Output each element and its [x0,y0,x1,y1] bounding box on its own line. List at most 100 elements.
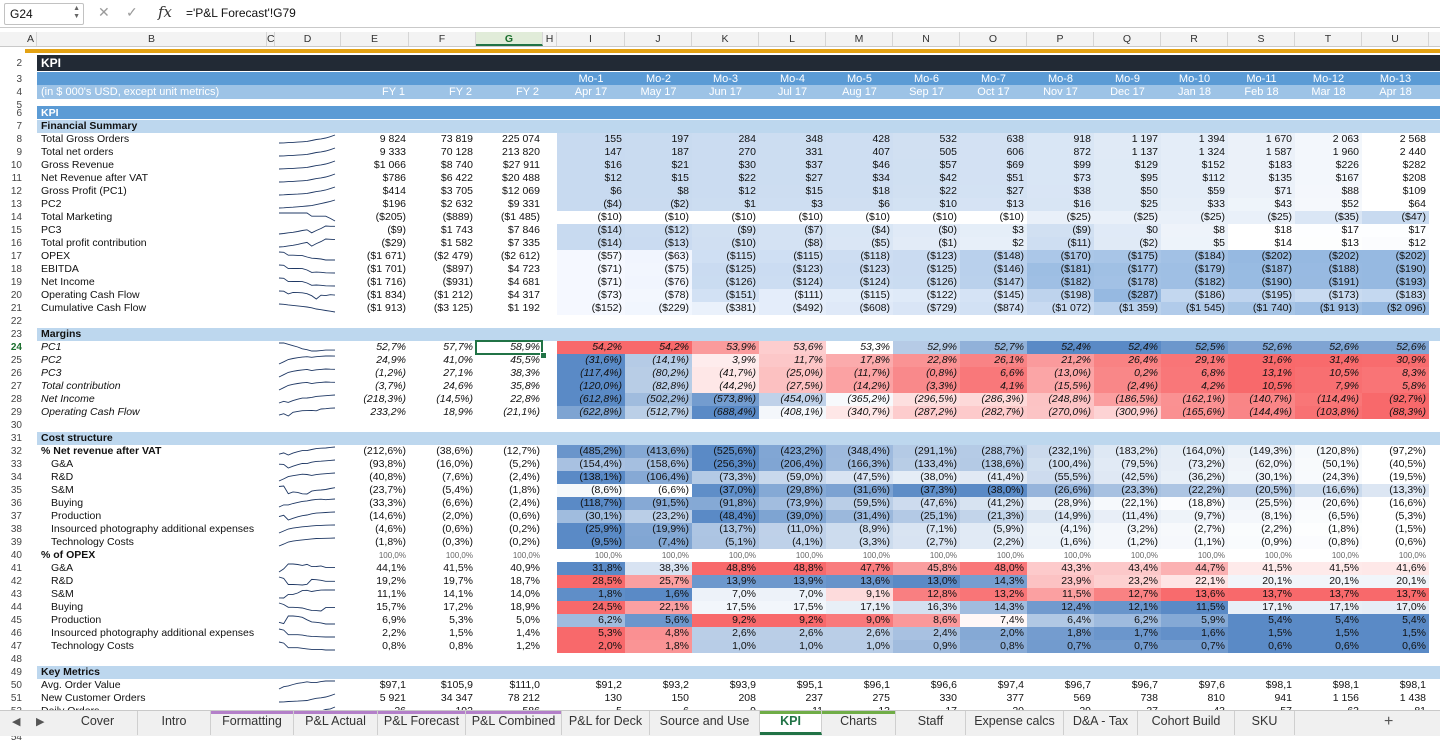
row-number-5[interactable]: 5 [16,100,22,111]
cell-f45[interactable]: 5,3% [449,614,473,626]
cell-j24[interactable]: 54,2% [625,341,692,354]
cell-u12[interactable]: $109 [1362,185,1429,198]
cell-f15[interactable]: $1 743 [440,224,473,236]
cell-t39[interactable]: (0,8%) [1295,536,1362,549]
cell-q15[interactable]: $0 [1094,224,1161,237]
cell-p41[interactable]: 43,3% [1027,562,1094,575]
cell-o28[interactable]: (286,3%) [960,393,1027,406]
cell-p8[interactable]: 918 [1027,133,1094,146]
cell-r50[interactable]: $97,6 [1198,679,1225,691]
cell-u14[interactable]: ($47) [1362,211,1429,224]
cell-r44[interactable]: 11,5% [1161,601,1228,614]
cell-f39[interactable]: (0,3%) [442,536,473,548]
cell-j15[interactable]: ($12) [625,224,692,237]
cell-q8[interactable]: 1 197 [1094,133,1161,146]
cell-l12[interactable]: $15 [759,185,826,198]
cell-i27[interactable]: (120,0%) [557,380,625,393]
cell-k43[interactable]: 7,0% [692,588,759,601]
cell-i38[interactable]: (25,9%) [557,523,625,536]
cell-i50[interactable]: $91,2 [595,679,622,691]
cell-l32[interactable]: (423,2%) [759,445,826,458]
cell-q26[interactable]: 0,2% [1094,367,1161,380]
cell-i20[interactable]: ($73) [557,289,625,302]
cell-i9[interactable]: 147 [557,146,625,159]
cell-n21[interactable]: ($729) [893,302,960,315]
cell-n16[interactable]: ($1) [893,237,960,250]
cancel-icon[interactable]: ✕ [98,4,110,20]
cell-r9[interactable]: 1 324 [1161,146,1228,159]
cell-i12[interactable]: $6 [557,185,625,198]
cell-i19[interactable]: ($71) [557,276,625,289]
cell-g12[interactable]: $12 069 [502,185,540,197]
row-number-45[interactable]: 45 [10,615,22,626]
cell-p21[interactable]: ($1 072) [1027,302,1094,315]
row-number-42[interactable]: 42 [10,576,22,587]
cell-g8[interactable]: 225 074 [502,133,540,145]
cell-r16[interactable]: $5 [1161,237,1228,250]
cell-q11[interactable]: $95 [1094,172,1161,185]
cell-g28[interactable]: 22,8% [510,393,540,405]
row-number-24[interactable]: 24 [10,342,22,353]
cell-j33[interactable]: (158,6%) [625,458,692,471]
sheet-tab-2[interactable]: Formatting [211,711,294,735]
cell-s35[interactable]: (20,5%) [1228,484,1295,497]
cell-t8[interactable]: 2 063 [1295,133,1362,146]
cell-j9[interactable]: 187 [625,146,692,159]
cell-n14[interactable]: ($10) [893,211,960,224]
cell-i33[interactable]: (154,4%) [557,458,625,471]
cell-p40[interactable]: 100,0% [1063,551,1091,560]
cell-p28[interactable]: (248,8%) [1027,393,1094,406]
cell-k37[interactable]: (48,4%) [692,510,759,523]
cell-l26[interactable]: (25,0%) [759,367,826,380]
cell-s51[interactable]: 941 [1274,692,1292,704]
cell-m24[interactable]: 53,3% [826,341,893,354]
cell-k39[interactable]: (5,1%) [692,536,759,549]
cell-o27[interactable]: 4,1% [960,380,1027,393]
cell-f36[interactable]: (6,6%) [442,497,473,509]
row-number-23[interactable]: 23 [10,329,22,340]
cell-e19[interactable]: ($1 716) [366,276,406,288]
cell-o10[interactable]: $69 [960,159,1027,172]
column-header-g[interactable]: G [476,32,543,46]
cell-m13[interactable]: $6 [826,198,893,211]
cell-j16[interactable]: ($13) [625,237,692,250]
cell-o18[interactable]: ($146) [960,263,1027,276]
cell-r37[interactable]: (9,7%) [1161,510,1228,523]
cell-t25[interactable]: 31,4% [1295,354,1362,367]
cell-t40[interactable]: 100,0% [1331,551,1359,560]
cell-j20[interactable]: ($78) [625,289,692,302]
sheet-tab-1[interactable]: Intro [138,711,211,735]
cell-l44[interactable]: 17,5% [759,601,826,614]
row-number-8[interactable]: 8 [16,134,22,145]
cell-k28[interactable]: (573,8%) [692,393,759,406]
cell-t16[interactable]: $13 [1295,237,1362,250]
cell-e15[interactable]: ($9) [387,224,406,236]
cell-k50[interactable]: $93,9 [729,679,756,691]
cell-o14[interactable]: ($10) [960,211,1027,224]
cell-r40[interactable]: 100,0% [1197,551,1225,560]
column-header-m[interactable]: M [826,32,893,46]
cell-u33[interactable]: (40,5%) [1362,458,1429,471]
cell-g13[interactable]: $9 331 [507,198,540,210]
cell-l28[interactable]: (454,0%) [759,393,826,406]
row-number-20[interactable]: 20 [10,290,22,301]
cell-f13[interactable]: $2 632 [440,198,473,210]
cell-g27[interactable]: 35,8% [510,380,540,392]
cell-q40[interactable]: 100,0% [1130,551,1158,560]
cell-k10[interactable]: $30 [692,159,759,172]
cell-i15[interactable]: ($14) [557,224,625,237]
cell-e8[interactable]: 9 824 [379,133,406,145]
cell-f50[interactable]: $105,9 [440,679,473,691]
cell-q50[interactable]: $96,7 [1131,679,1158,691]
sheet-tab-0[interactable]: Cover [58,711,138,735]
cell-r29[interactable]: (165,6%) [1161,406,1228,419]
cell-e26[interactable]: (1,2%) [375,367,406,379]
row-number-16[interactable]: 16 [10,238,22,249]
function-icon[interactable]: fx [158,3,173,21]
cell-s13[interactable]: $43 [1228,198,1295,211]
cell-m25[interactable]: 17,8% [826,354,893,367]
cell-g16[interactable]: $7 335 [507,237,540,249]
sheet-tab-8[interactable]: KPI [760,711,822,735]
column-header-p[interactable]: P [1027,32,1094,46]
sheet-tab-12[interactable]: D&A - Tax [1064,711,1138,735]
